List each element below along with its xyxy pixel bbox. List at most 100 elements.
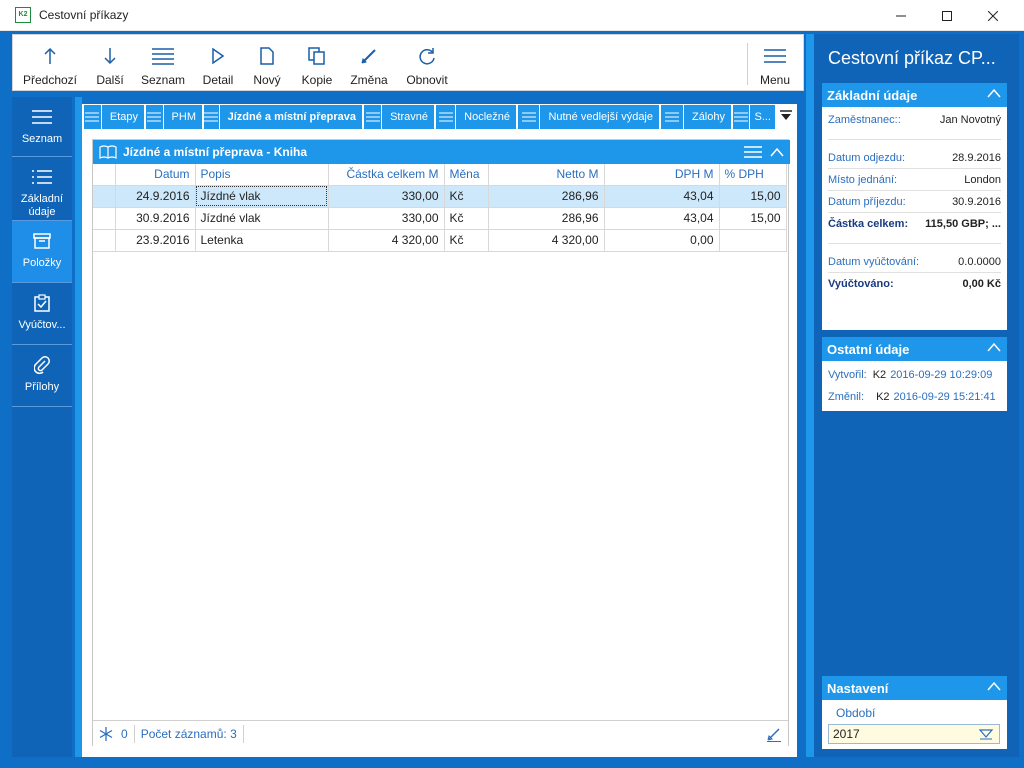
cell-vat[interactable]: 0,00 [604,229,720,252]
settle-date-row: Datum vyúčtování: 0.0.0000 [828,256,1001,268]
period-select[interactable]: 2017 [828,724,1000,744]
tab-bar: Etapy PHM Jízdné a místní přeprava Strav… [82,104,797,130]
other-info-section: Ostatní údaje Vytvořil: K2 2016-09-29 10… [822,337,1007,411]
menu-button[interactable]: Menu [755,35,795,92]
section-header[interactable]: Základní údaje [822,83,1007,107]
tab-overflow-dropdown[interactable] [779,109,793,123]
chevron-up-icon [770,147,784,157]
cell-total-amount[interactable]: 4 320,00 [328,229,445,252]
left-navigation: Seznam Základní údaje Položky Vyúčtov...… [12,97,72,757]
row-indicator [93,229,116,252]
column-header-date[interactable]: Datum [115,164,196,186]
previous-button[interactable]: Předchozí [19,35,81,92]
table-row[interactable]: 23.9.2016 Letenka 4 320,00 Kč 4 320,00 0… [93,229,787,252]
cell-vat[interactable]: 43,04 [604,207,720,230]
cell-currency[interactable]: Kč [444,229,489,252]
play-triangle-icon [206,45,230,67]
cell-total-amount[interactable]: 330,00 [328,185,445,208]
basic-info-section: Základní údaje Zaměstnanec:: Jan Novotný … [822,83,1007,330]
cell-description[interactable]: Jízdné vlak [195,185,329,208]
tab-fuel[interactable]: PHM [146,105,204,129]
nav-item-settlement[interactable]: Vyúčtov... [12,283,72,345]
grid-header: Jízdné a místní přeprava - Kniha [93,140,790,164]
minimize-icon [896,15,906,16]
grid-title: Jízdné a místní přeprava - Kniha [123,145,308,159]
cell-vat-percent[interactable] [719,229,787,252]
list-button[interactable]: Seznam [137,35,189,92]
cell-currency[interactable]: Kč [444,185,489,208]
list-detail-icon [32,165,52,189]
title-bar: K2 Cestovní příkazy [0,0,1024,31]
splitter-right[interactable] [806,34,814,757]
tab-meals[interactable]: Stravné [364,105,436,129]
refresh-button[interactable]: Obnovit [401,35,453,92]
cell-net[interactable]: 286,96 [488,207,605,230]
grid-menu-button[interactable] [741,140,765,164]
cell-vat[interactable]: 43,04 [604,185,720,208]
cell-net[interactable]: 286,96 [488,185,605,208]
next-button[interactable]: Další [85,35,135,92]
divider [828,212,1001,213]
hamburger-icon [744,146,762,158]
column-header-description[interactable]: Popis [195,164,329,186]
hamburger-icon [84,105,102,129]
hamburger-icon [661,105,684,129]
tab-stages[interactable]: Etapy [84,105,146,129]
list-icon [32,105,52,129]
cell-description[interactable]: Letenka [195,229,329,252]
grid-collapse-button[interactable] [765,140,789,164]
column-header-vat-percent[interactable]: % DPH [719,164,787,186]
section-header[interactable]: Nastavení [822,676,1007,700]
arrow-down-icon [98,45,122,67]
app-logo-icon: K2 [15,7,31,23]
nav-item-basic-info[interactable]: Základní údaje [12,157,72,221]
nav-item-attachments[interactable]: Přílohy [12,345,72,407]
tab-transport[interactable]: Jízdné a místní přeprava [204,105,364,129]
cell-date[interactable]: 24.9.2016 [115,185,196,208]
table-row[interactable]: 24.9.2016 Jízdné vlak 330,00 Kč 286,96 4… [93,185,787,208]
detail-button[interactable]: Detail [195,35,241,92]
dropdown-arrow-icon [979,729,993,740]
cell-vat-percent[interactable]: 15,00 [719,185,787,208]
nav-item-items[interactable]: Položky [12,221,72,283]
cell-date[interactable]: 23.9.2016 [115,229,196,252]
new-button[interactable]: Nový [247,35,287,92]
close-button[interactable] [970,0,1016,31]
table-row[interactable]: 30.9.2016 Jízdné vlak 330,00 Kč 286,96 4… [93,207,787,230]
settings-section: Nastavení Období 2017 [822,676,1007,749]
edit-pencil-icon[interactable] [766,726,782,742]
edit-button[interactable]: Změna [345,35,393,92]
maximize-button[interactable] [924,0,970,31]
cell-description[interactable]: Jízdné vlak [195,207,329,230]
cell-date[interactable]: 30.9.2016 [115,207,196,230]
column-header-net[interactable]: Netto M [488,164,605,186]
hamburger-menu-icon [763,45,787,67]
arrow-up-icon [38,45,62,67]
column-header-vat[interactable]: DPH M [604,164,720,186]
divider [828,139,1001,140]
tab-accommodation[interactable]: Nocležné [436,105,518,129]
tab-more-truncated[interactable]: S... [733,105,777,129]
book-icon [99,145,117,159]
copy-button[interactable]: Kopie [295,35,339,92]
snowflake-icon[interactable] [99,726,113,741]
close-icon [988,10,998,21]
grid-footer: 0 Počet záznamů: 3 [93,720,788,746]
tab-advances[interactable]: Zálohy [661,105,733,129]
cell-net[interactable]: 4 320,00 [488,229,605,252]
cell-currency[interactable]: Kč [444,207,489,230]
settled-row: Vyúčtováno: 0,00 Kč [828,278,1001,290]
cell-vat-percent[interactable]: 15,00 [719,207,787,230]
cell-total-amount[interactable]: 330,00 [328,207,445,230]
row-indicator [93,185,116,208]
right-info-panel: Cestovní příkaz CP... Základní údaje Zam… [814,34,1019,757]
section-header[interactable]: Ostatní údaje [822,337,1007,361]
hamburger-icon [733,105,751,129]
pencil-icon [357,45,381,67]
column-header-currency[interactable]: Měna [444,164,489,186]
minimize-button[interactable] [878,0,924,31]
column-header-total-amount[interactable]: Částka celkem M [328,164,445,186]
tab-necessary-expenses[interactable]: Nutné vedlejší výdaje [518,105,661,129]
nav-item-list[interactable]: Seznam [12,97,72,157]
splitter-left[interactable] [75,97,82,757]
